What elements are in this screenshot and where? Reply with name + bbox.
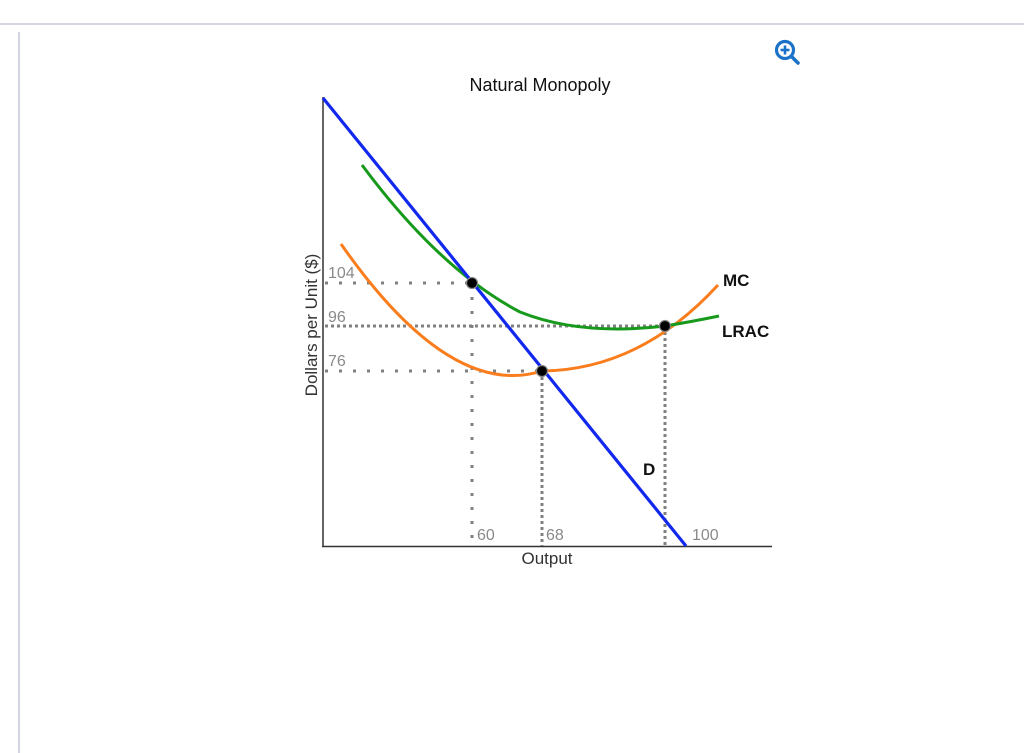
y-tick-104: 104: [328, 265, 355, 282]
x-axis-label: Output: [521, 549, 572, 568]
lrac-curve: [360, 164, 720, 331]
point-68-76: [535, 364, 549, 378]
zoom-in-button[interactable]: [773, 38, 803, 68]
y-tick-96: 96: [328, 309, 346, 326]
chart-title: Natural Monopoly: [469, 75, 610, 95]
x-tick-100: 100: [692, 527, 719, 544]
point-60-104: [465, 276, 479, 290]
y-axis-label: Dollars per Unit ($): [302, 254, 321, 397]
mc-label: MC: [723, 271, 749, 290]
mc-curve: [339, 243, 720, 377]
guide-lines: [325, 281, 667, 546]
x-tick-60: 60: [477, 527, 495, 544]
y-tick-76: 76: [328, 353, 346, 370]
x-tick-68: 68: [546, 527, 564, 544]
demand-curve: [321, 96, 688, 548]
left-divider: [18, 32, 20, 753]
zoom-in-icon: [774, 39, 800, 65]
top-divider: [0, 23, 1024, 25]
demand-label: D: [643, 460, 655, 479]
point-88-96: [658, 319, 672, 333]
lrac-label: LRAC: [722, 322, 769, 341]
